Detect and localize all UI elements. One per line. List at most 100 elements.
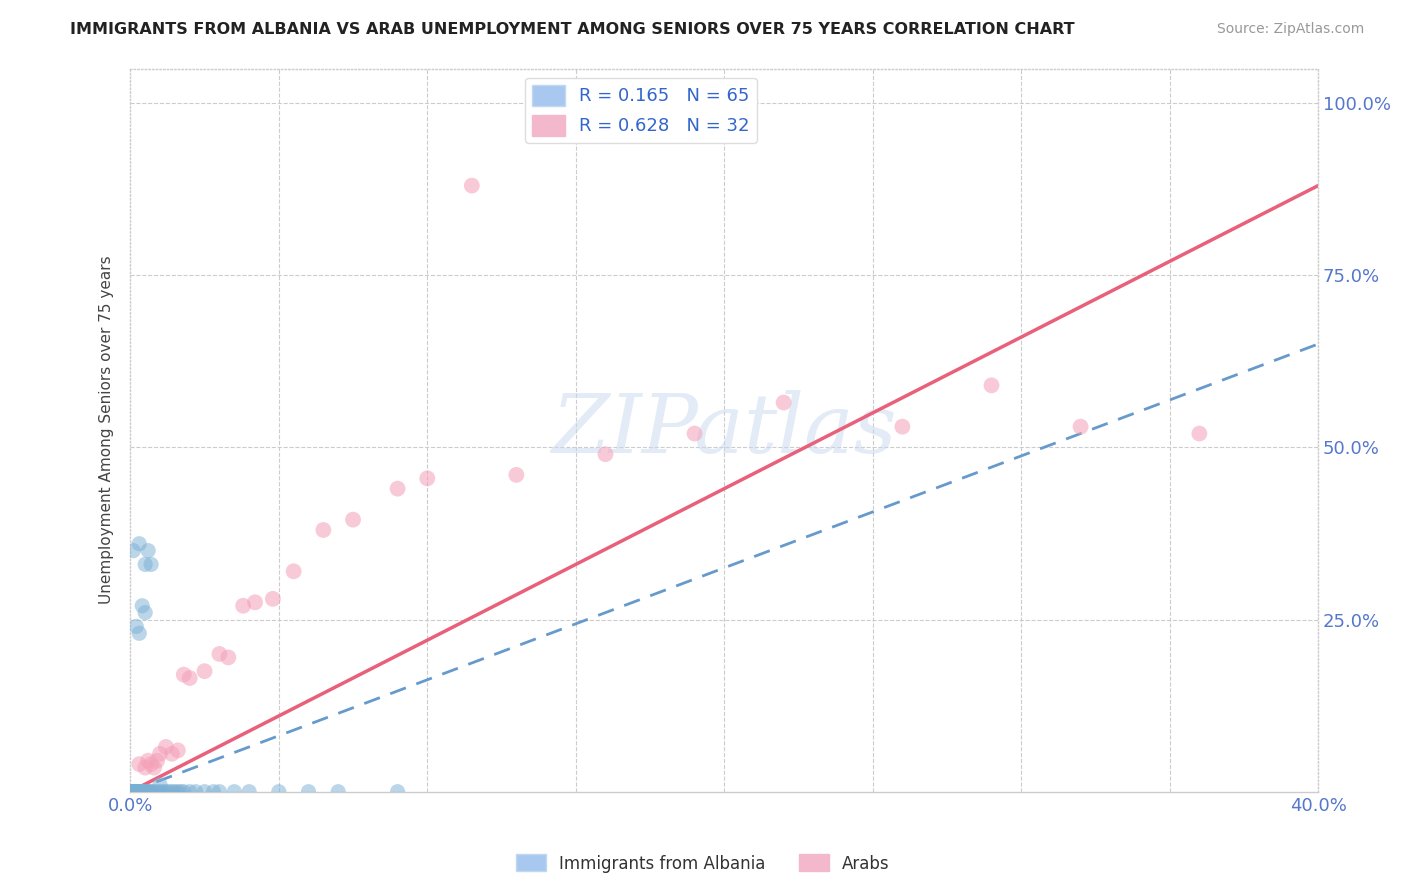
Point [891, 419, 914, 434]
Legend: R = 0.165   N = 65, R = 0.628   N = 32: R = 0.165 N = 65, R = 0.628 N = 32 [526, 78, 756, 143]
Point [193, 664, 215, 678]
Point [163, 785, 186, 799]
Point [128, 785, 150, 799]
Point [136, 543, 159, 558]
Point [772, 395, 794, 409]
Point [143, 785, 166, 799]
Point [149, 785, 172, 799]
Point [131, 785, 153, 799]
Point [312, 523, 335, 537]
Point [157, 785, 180, 799]
Point [125, 785, 148, 799]
Point [128, 785, 150, 799]
Point [416, 471, 439, 485]
Point [131, 785, 153, 799]
Point [160, 785, 183, 799]
Point [125, 785, 148, 799]
Point [143, 761, 166, 775]
Point [128, 785, 150, 799]
Point [134, 606, 156, 620]
Y-axis label: Unemployment Among Seniors over 75 years: Unemployment Among Seniors over 75 years [100, 256, 114, 605]
Point [139, 757, 162, 772]
Point [122, 785, 145, 799]
Point [342, 513, 364, 527]
Point [683, 426, 706, 441]
Point [505, 467, 527, 482]
Text: IMMIGRANTS FROM ALBANIA VS ARAB UNEMPLOYMENT AMONG SENIORS OVER 75 YEARS CORRELA: IMMIGRANTS FROM ALBANIA VS ARAB UNEMPLOY… [70, 22, 1076, 37]
Point [139, 785, 162, 799]
Point [173, 785, 195, 799]
Point [387, 785, 409, 799]
Point [136, 754, 159, 768]
Point [149, 747, 172, 761]
Point [134, 761, 156, 775]
Point [297, 785, 319, 799]
Point [128, 785, 150, 799]
Point [128, 757, 150, 772]
Point [173, 667, 195, 681]
Point [232, 599, 254, 613]
Point [155, 739, 177, 754]
Point [136, 785, 159, 799]
Point [134, 558, 156, 572]
Point [139, 558, 162, 572]
Point [139, 785, 162, 799]
Point [128, 537, 150, 551]
Point [980, 378, 1002, 392]
Text: Source: ZipAtlas.com: Source: ZipAtlas.com [1216, 22, 1364, 37]
Point [160, 747, 183, 761]
Point [283, 564, 305, 578]
Text: ZIPatlas: ZIPatlas [551, 390, 897, 470]
Point [134, 785, 156, 799]
Point [208, 647, 231, 661]
Point [125, 785, 148, 799]
Point [193, 785, 215, 799]
Point [121, 785, 143, 799]
Point [122, 785, 145, 799]
Point [155, 785, 177, 799]
Point [1188, 426, 1211, 441]
Point [125, 785, 148, 799]
Point [122, 785, 145, 799]
Point [125, 785, 148, 799]
Point [328, 785, 350, 799]
Point [122, 785, 145, 799]
Point [122, 785, 145, 799]
Point [179, 671, 201, 685]
Point [387, 482, 409, 496]
Point [170, 785, 193, 799]
Point [146, 754, 169, 768]
Point [217, 650, 239, 665]
Point [224, 785, 246, 799]
Point [184, 785, 207, 799]
Point [125, 785, 148, 799]
Point [262, 591, 284, 606]
Point [1070, 419, 1092, 434]
Point [131, 785, 153, 799]
Point [131, 599, 153, 613]
Point [149, 778, 172, 792]
Point [125, 785, 148, 799]
Point [243, 595, 266, 609]
Point [179, 785, 201, 799]
Point [166, 743, 188, 757]
Point [208, 785, 231, 799]
Point [125, 619, 148, 633]
Point [134, 785, 156, 799]
Point [166, 785, 188, 799]
Point [136, 785, 159, 799]
Point [122, 785, 145, 799]
Point [238, 785, 260, 799]
Point [134, 785, 156, 799]
Point [128, 626, 150, 640]
Point [128, 785, 150, 799]
Point [122, 785, 145, 799]
Legend: Immigrants from Albania, Arabs: Immigrants from Albania, Arabs [509, 847, 897, 880]
Point [202, 785, 225, 799]
Point [595, 447, 617, 461]
Point [146, 785, 169, 799]
Point [461, 178, 484, 193]
Point [152, 785, 174, 799]
Point [122, 543, 145, 558]
Point [131, 785, 153, 799]
